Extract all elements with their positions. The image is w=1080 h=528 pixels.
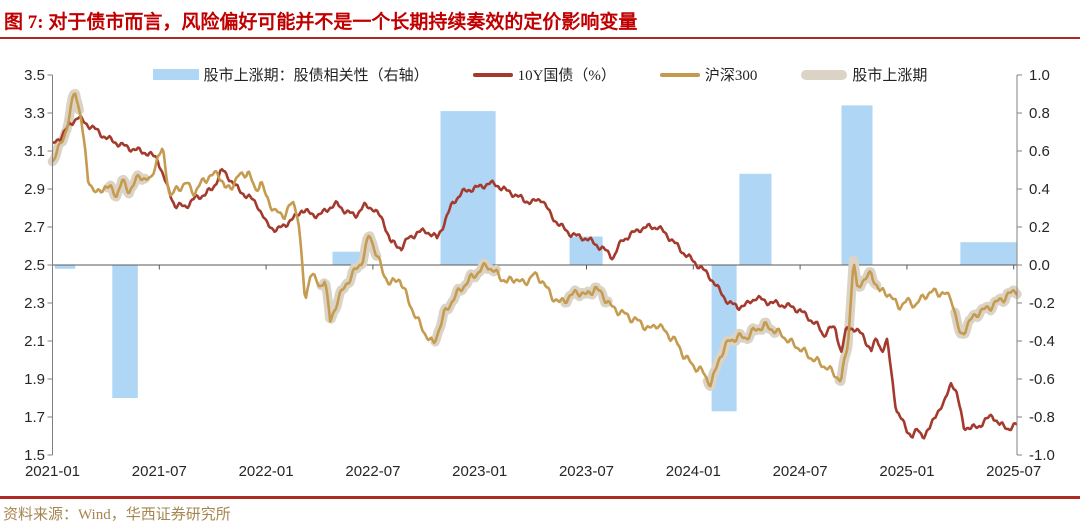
legend-item-correlation-bars: 股市上涨期：股债相关性（右轴） <box>152 64 429 85</box>
left-axis-label: 2.9 <box>24 181 45 198</box>
bond-yield-line-group <box>52 115 1018 440</box>
bar-swatch-icon <box>152 69 199 80</box>
chart-legend: 股市上涨期：股债相关性（右轴） 10Y国债（%） 沪深300 股市上涨期 <box>0 64 1080 85</box>
correlation-bar <box>112 265 138 398</box>
right-axis-label: 0.4 <box>1029 181 1050 198</box>
x-axis-label: 2023-07 <box>559 463 614 480</box>
right-axis-label: -1.0 <box>1029 447 1055 464</box>
legend-label: 股市上涨期：股债相关性（右轴） <box>203 68 429 84</box>
x-axis-label: 2021-01 <box>25 463 80 480</box>
right-axis-label: 0.6 <box>1029 143 1050 160</box>
left-axis-label: 3.5 <box>24 67 45 84</box>
left-axis-label: 2.3 <box>24 295 45 312</box>
right-axis-label: 0.0 <box>1029 257 1050 274</box>
right-axis-label: 0.2 <box>1029 219 1050 236</box>
stock-rally-band <box>950 285 1022 339</box>
legend-label: 沪深300 <box>704 68 758 84</box>
correlation-bar <box>569 236 603 265</box>
left-axis: 3.5 3.3 3.1 2.9 2.7 2.5 2.3 2.1 1.9 1.7 1.5 <box>24 67 53 464</box>
x-axis-labels: 2021-01 2021-07 2022-01 2022-07 2023-01 2023-… <box>25 463 1041 480</box>
right-axis-label: -0.2 <box>1029 295 1055 312</box>
correlation-bars-group <box>54 105 1017 412</box>
correlation-bar <box>440 111 496 265</box>
csi300-line-group <box>51 92 1018 388</box>
legend-label: 股市上涨期 <box>852 68 928 84</box>
left-axis-label: 3.3 <box>24 105 45 122</box>
source-note: 资料来源：Wind，华西证券研究所 <box>3 507 231 523</box>
left-axis-label: 1.5 <box>24 447 45 464</box>
right-axis-label: -0.4 <box>1029 333 1055 350</box>
correlation-bar <box>332 251 363 265</box>
x-axis-label: 2024-01 <box>666 463 721 480</box>
left-axis-label: 1.7 <box>24 409 45 426</box>
right-axis-label: 1.0 <box>1029 67 1050 84</box>
left-axis-label: 1.9 <box>24 371 45 388</box>
correlation-bar <box>960 242 1017 265</box>
legend-label: 10Y国债（%） <box>517 68 616 84</box>
stock-rally-band <box>834 255 882 386</box>
x-axis-label: 2024-07 <box>773 463 828 480</box>
left-axis-label: 2.7 <box>24 219 45 236</box>
right-axis: 1.0 0.8 0.6 0.4 0.2 0.0 -0.2 -0.4 -0.6 -0.8 -1.0 <box>1016 67 1055 464</box>
x-axis-label: 2023-01 <box>452 463 507 480</box>
correlation-bar <box>54 265 76 269</box>
footer-divider <box>0 496 1080 499</box>
right-axis-label: 0.8 <box>1029 105 1050 122</box>
left-axis-label: 2.1 <box>24 333 45 350</box>
correlation-bar <box>739 173 772 265</box>
left-axis-label: 3.1 <box>24 143 45 160</box>
bond-yield-line <box>52 115 1018 440</box>
band-swatch-icon <box>801 69 848 80</box>
legend-item-10y-bond: 10Y国债（%） <box>472 64 616 85</box>
legend-item-rally-band: 股市上涨期 <box>801 64 927 85</box>
right-axis-label: -0.8 <box>1029 409 1055 426</box>
x-axis-label: 2025-01 <box>879 463 934 480</box>
red-line-swatch-icon <box>472 72 513 77</box>
left-axis-label: 2.5 <box>24 257 45 274</box>
x-axis-label: 2025-07 <box>986 463 1041 480</box>
figure-title: 图 7: 对于债市而言，风险偏好可能并不是一个长期持续奏效的定价影响变量 <box>4 12 638 33</box>
title-divider <box>0 37 1080 39</box>
x-axis-label: 2021-07 <box>132 463 187 480</box>
x-axis-label: 2022-01 <box>239 463 294 480</box>
correlation-bar <box>841 105 873 266</box>
csi300-line <box>51 92 1018 388</box>
legend-item-csi300: 沪深300 <box>659 64 758 85</box>
stock-rally-band <box>430 258 501 347</box>
right-axis-label: -0.6 <box>1029 371 1055 388</box>
gold-line-swatch-icon <box>659 72 700 77</box>
x-axis-label: 2022-07 <box>345 463 400 480</box>
